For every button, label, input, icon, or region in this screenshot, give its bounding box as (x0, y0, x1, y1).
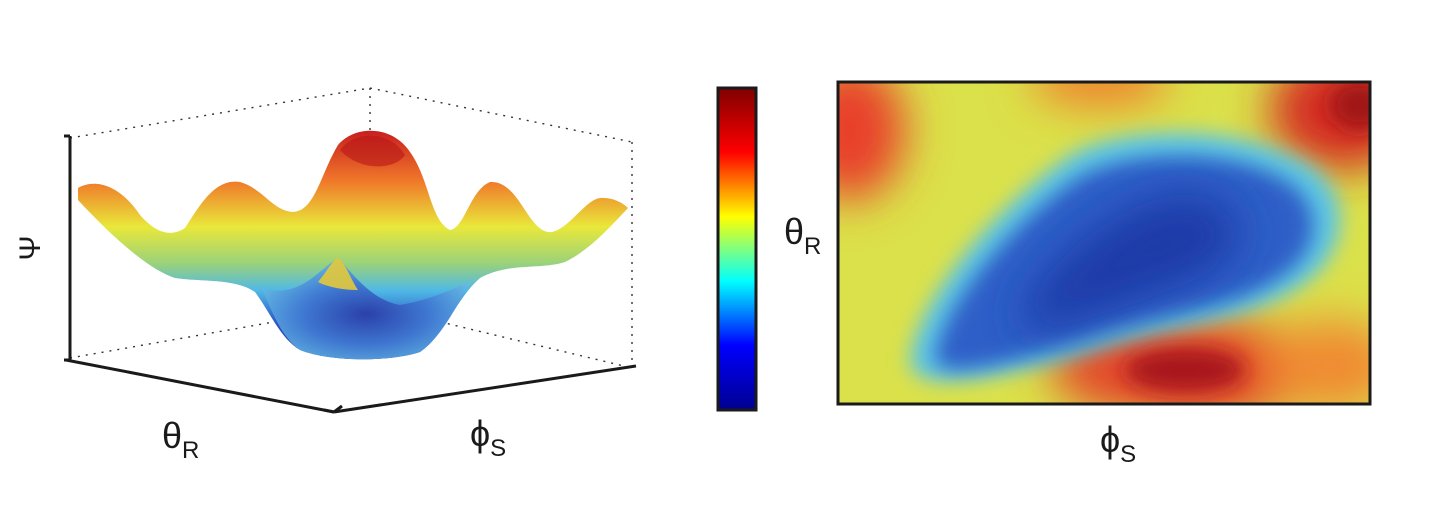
surface-xlabel-symbol: θ (162, 415, 182, 456)
colorbar (716, 86, 758, 412)
heatmap-xlabel-subscript: S (1120, 441, 1136, 468)
surface-zlabel: Ψ (14, 235, 47, 260)
colorbar-panel (710, 80, 770, 420)
surface-plot-panel: Ψ θR ϕS (0, 0, 680, 506)
colorbar-fill (716, 86, 758, 412)
surface-box (69, 87, 633, 369)
surface-xlabel-subscript: R (182, 437, 199, 464)
heatmap: θR ϕS (784, 80, 1372, 468)
heatmap-frame (836, 80, 1372, 406)
heatmap-ylabel-symbol: θ (784, 211, 804, 252)
heatmap-xlabel-symbol: ϕ (1100, 419, 1120, 460)
surface-mesh (78, 130, 628, 360)
heatmap-xlabel: ϕS (1100, 419, 1136, 468)
heatmap-ylabel-subscript: R (804, 233, 821, 260)
surface-axes (64, 134, 637, 414)
surface-ylabel: ϕS (470, 413, 506, 462)
surface-ylabel-subscript: S (490, 435, 506, 462)
heatmap-panel: θR ϕS (770, 70, 1410, 470)
surface-ylabel-symbol: ϕ (470, 413, 490, 454)
surface-plot: Ψ θR ϕS (14, 87, 637, 464)
heatmap-ylabel: θR (784, 211, 821, 260)
surface-xlabel: θR (162, 415, 199, 464)
heatmap-field (838, 82, 1370, 404)
